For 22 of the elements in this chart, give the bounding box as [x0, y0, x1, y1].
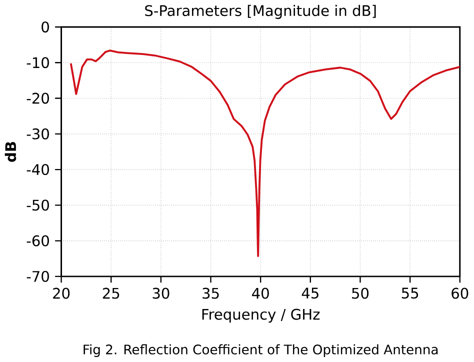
- x-tick-label: 40: [252, 288, 269, 299]
- x-tick-label: 20: [53, 288, 70, 299]
- y-tick-label: -70: [26, 270, 49, 282]
- y-tick-label: -50: [26, 200, 49, 211]
- x-tick-label: 45: [302, 288, 318, 299]
- x-tick-label: 50: [352, 288, 369, 299]
- x-tick-label: 35: [202, 288, 219, 299]
- y-tick-label: -20: [26, 92, 49, 104]
- y-tick-label: -40: [26, 164, 49, 176]
- y-axis-title: dB: [4, 142, 16, 162]
- chart-title: S-Parameters [Magnitude in dB]: [145, 4, 376, 20]
- y-tick-label: 0: [42, 22, 49, 33]
- x-tick-label: 55: [402, 288, 418, 299]
- x-tick-label: 30: [152, 288, 170, 299]
- y-tick-label: -10: [26, 57, 49, 68]
- y-tick-label: -60: [26, 235, 49, 246]
- x-tick-label: 60: [452, 288, 468, 299]
- caption: Fig 2. Reflection Coefficient of The Optimized Antenna: [84, 344, 438, 358]
- y-tick-label: -30: [26, 128, 49, 140]
- x-axis-title: Frequency / GHz: [202, 308, 320, 323]
- x-tick-label: 25: [102, 288, 120, 299]
- line-series: [70, 50, 460, 258]
